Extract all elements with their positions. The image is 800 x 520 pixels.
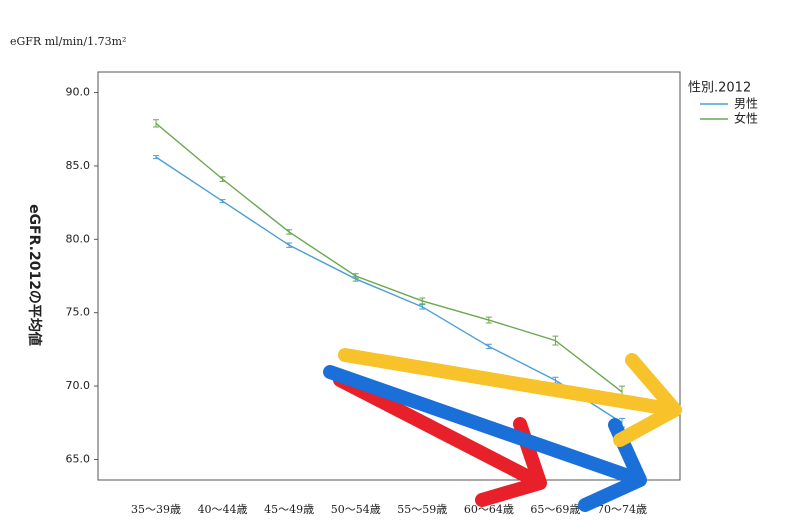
x-tick-label: 35〜39歳	[131, 503, 181, 516]
y-tick-label: 90.0	[66, 86, 91, 99]
y-tick-label: 85.0	[66, 159, 91, 172]
series-line	[155, 122, 623, 393]
x-tick-label: 70〜74歳	[597, 503, 647, 516]
x-tick-label: 55〜59歳	[397, 503, 447, 516]
error-bar	[352, 273, 359, 279]
legend-label: 男性	[734, 97, 758, 111]
x-tick-label: 50〜54歳	[331, 503, 381, 516]
y-tick-label: 65.0	[66, 452, 91, 465]
error-bar	[153, 119, 159, 128]
legend-label: 女性	[734, 111, 758, 126]
y-tick-label: 75.0	[66, 306, 91, 319]
legend-title: 性別.2012	[688, 81, 751, 96]
error-bar	[153, 155, 159, 160]
x-tick-label: 60〜64歳	[464, 503, 514, 516]
error-bar	[552, 335, 559, 346]
arrow-annotation	[338, 348, 682, 447]
error-bar	[219, 176, 226, 182]
plot-frame	[97, 71, 681, 481]
x-tick-label: 40〜44歳	[198, 503, 248, 516]
x-tick-label: 45〜49歳	[264, 503, 314, 516]
error-bar	[219, 199, 226, 204]
error-bar	[485, 316, 492, 324]
chart-title: eGFR ml/min/1.73m²	[10, 35, 126, 48]
error-bar	[419, 304, 426, 310]
series-line	[155, 156, 623, 424]
y-tick-label: 80.0	[66, 232, 91, 245]
error-bar	[419, 297, 426, 305]
x-tick-label: 65〜69歳	[530, 503, 580, 516]
y-axis-label: eGFR.2012の平均値	[26, 204, 43, 346]
y-tick-label: 70.0	[66, 379, 91, 392]
error-bar	[286, 229, 293, 235]
error-bar	[286, 242, 293, 248]
error-bar	[485, 343, 492, 350]
